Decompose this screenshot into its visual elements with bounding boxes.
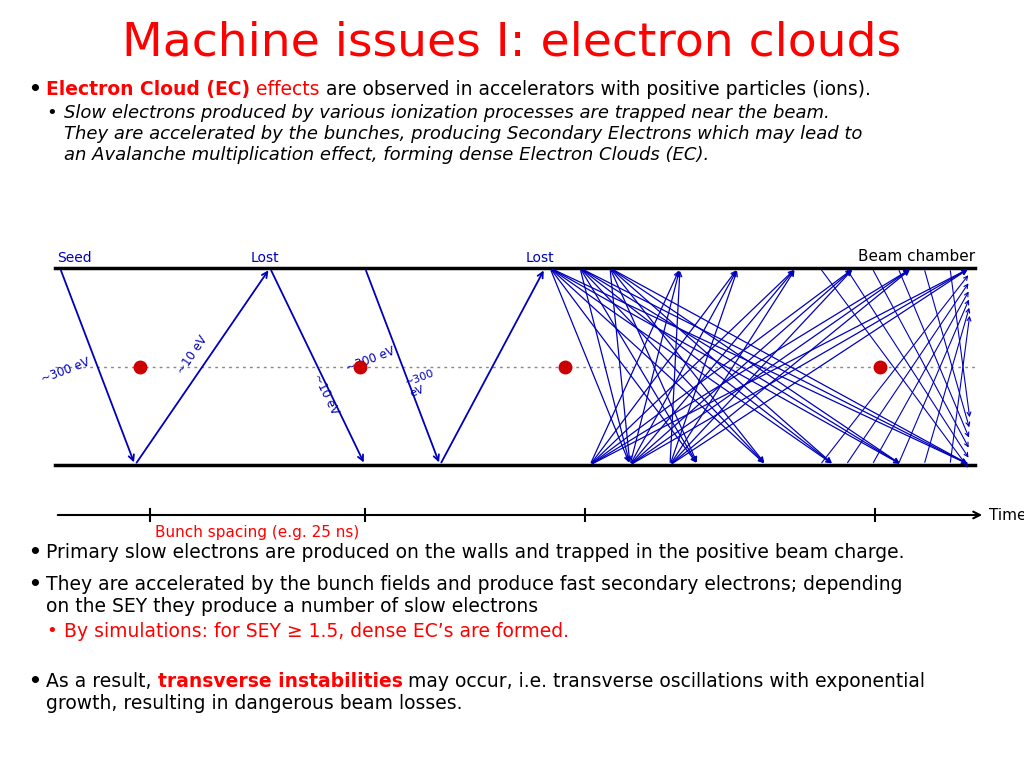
Text: ~300 eV: ~300 eV	[344, 344, 396, 375]
Text: growth, resulting in dangerous beam losses.: growth, resulting in dangerous beam loss…	[46, 694, 463, 713]
Text: ~300 eV: ~300 eV	[40, 356, 92, 386]
Text: As a result,: As a result,	[46, 672, 158, 691]
Text: Lost: Lost	[251, 251, 280, 265]
Text: •: •	[46, 622, 56, 640]
Text: Primary slow electrons are produced on the walls and trapped in the positive bea: Primary slow electrons are produced on t…	[46, 543, 904, 562]
Text: ~10 eV: ~10 eV	[311, 372, 341, 416]
Text: may occur, i.e. transverse oscillations with exponential: may occur, i.e. transverse oscillations …	[402, 672, 926, 691]
Text: Electron Cloud (EC): Electron Cloud (EC)	[46, 80, 250, 99]
Text: •: •	[28, 80, 41, 99]
Text: Slow electrons produced by various ionization processes are trapped near the bea: Slow electrons produced by various ioniz…	[63, 104, 829, 122]
Text: Lost: Lost	[525, 251, 554, 265]
Text: ~300
eV: ~300 eV	[404, 368, 440, 399]
Text: They are accelerated by the bunches, producing Secondary Electrons which may lea: They are accelerated by the bunches, pro…	[63, 125, 862, 143]
Text: effects: effects	[250, 80, 319, 99]
Text: By simulations: for SEY ≥ 1.5, dense EC’s are formed.: By simulations: for SEY ≥ 1.5, dense EC’…	[63, 622, 569, 641]
Text: •: •	[46, 104, 56, 122]
Text: Time: Time	[989, 508, 1024, 522]
Text: Machine issues I: electron clouds: Machine issues I: electron clouds	[123, 20, 901, 65]
Text: on the SEY they produce a number of slow electrons: on the SEY they produce a number of slow…	[46, 597, 539, 616]
Text: •: •	[28, 672, 41, 691]
Text: an Avalanche multiplication effect, forming dense Electron Clouds (EC).: an Avalanche multiplication effect, form…	[63, 146, 710, 164]
Text: •: •	[28, 543, 41, 562]
Text: ~10 eV: ~10 eV	[174, 333, 210, 376]
Text: Bunch spacing (e.g. 25 ns): Bunch spacing (e.g. 25 ns)	[156, 525, 359, 540]
Text: Beam chamber: Beam chamber	[858, 249, 975, 264]
Text: They are accelerated by the bunch fields and produce fast secondary electrons; d: They are accelerated by the bunch fields…	[46, 575, 902, 594]
Text: are observed in accelerators with positive particles (ions).: are observed in accelerators with positi…	[319, 80, 870, 99]
Text: Seed: Seed	[57, 251, 91, 265]
Text: transverse instabilities: transverse instabilities	[158, 672, 402, 691]
Text: •: •	[28, 575, 41, 594]
